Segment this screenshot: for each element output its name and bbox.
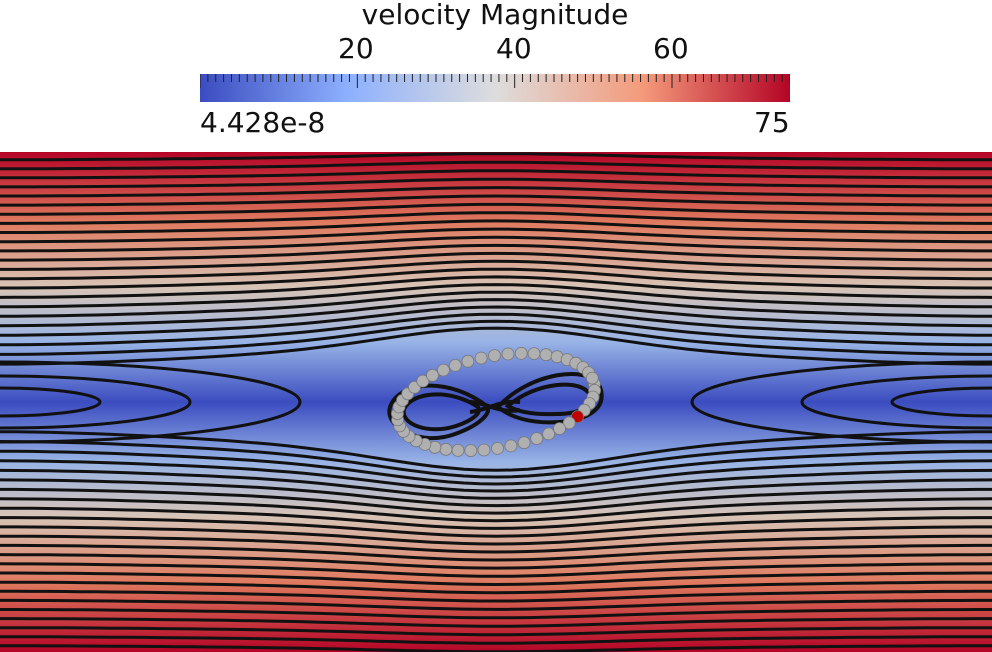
particle [488, 349, 501, 363]
recirculation-loop [0, 360, 302, 444]
streamline [0, 626, 992, 637]
streamline [0, 478, 992, 508]
colorbar-tick-label-40: 40 [496, 32, 532, 65]
particle [451, 443, 465, 457]
particle [439, 442, 453, 456]
particle [562, 416, 576, 430]
streamline [0, 506, 992, 530]
particle [464, 444, 478, 458]
colorbar-title: velocity Magnitude [361, 0, 629, 31]
streamline [0, 194, 992, 207]
particle-ring [390, 346, 601, 458]
streamline [0, 169, 992, 180]
recirculation-loop [800, 374, 992, 430]
streamline [0, 160, 992, 171]
streamline [0, 608, 992, 620]
streamline [0, 235, 992, 253]
streamline [0, 459, 992, 493]
streamline [0, 449, 992, 486]
streamline [0, 267, 992, 290]
particle [436, 363, 450, 377]
streamline [0, 525, 992, 546]
particle [491, 441, 504, 455]
colorbar-min-label: 4.428e-8 [200, 106, 326, 139]
streamline [0, 598, 992, 611]
streamline [0, 275, 992, 299]
streamline [0, 617, 992, 628]
streamline [0, 283, 992, 309]
particle [585, 371, 599, 385]
particle [553, 422, 566, 436]
colorbar-ticks [200, 74, 790, 88]
streamline [0, 534, 992, 554]
colorbar-tick-label-20: 20 [338, 32, 374, 65]
streamline [0, 553, 992, 570]
recirculation-loop [890, 386, 992, 418]
streamline [0, 543, 992, 562]
streamline [0, 580, 992, 595]
vortex-loop-left-inner [401, 392, 481, 432]
particle [448, 358, 462, 372]
vortex-loop-right [495, 372, 604, 425]
particle [542, 427, 555, 441]
streamline [0, 177, 992, 189]
streamline [0, 152, 992, 162]
flow-field-view [0, 152, 992, 652]
streamline [0, 186, 992, 198]
particle [539, 348, 553, 362]
particle [504, 439, 518, 453]
particle [426, 368, 439, 382]
streamline [0, 290, 992, 318]
streamline [0, 305, 992, 337]
recirculation-loop [0, 386, 102, 418]
streamline [0, 440, 992, 479]
particle [530, 432, 544, 446]
streamline [0, 251, 992, 271]
streamline [0, 589, 992, 603]
particle [461, 354, 475, 368]
particle [477, 443, 491, 457]
recirculation-loop [690, 360, 992, 444]
colorbar-gradient [200, 74, 790, 102]
colorbar [200, 74, 790, 102]
streamline [0, 562, 992, 578]
streamline [0, 319, 992, 356]
particle [527, 347, 541, 361]
particle [517, 436, 531, 450]
streamline [0, 298, 992, 328]
recirculation-loop [0, 374, 192, 430]
particle [514, 346, 528, 360]
particle [474, 351, 488, 365]
streamline [0, 312, 992, 347]
streamline [0, 516, 992, 538]
colorbar-tick-label-60: 60 [653, 32, 689, 65]
streamline [0, 219, 992, 234]
streamline [0, 243, 992, 262]
streamline [0, 635, 992, 645]
streamline [0, 468, 992, 500]
streamline [0, 227, 992, 244]
streamline [0, 487, 992, 515]
streamline [0, 497, 992, 523]
streamline [0, 326, 992, 366]
colorbar-max-label: 75 [754, 106, 790, 139]
vortex-center-lines [469, 399, 521, 414]
particle [416, 374, 430, 388]
particle [501, 347, 515, 361]
streamline [0, 259, 992, 281]
streamline [0, 211, 992, 225]
streamline [0, 202, 992, 216]
streamline [0, 571, 992, 587]
